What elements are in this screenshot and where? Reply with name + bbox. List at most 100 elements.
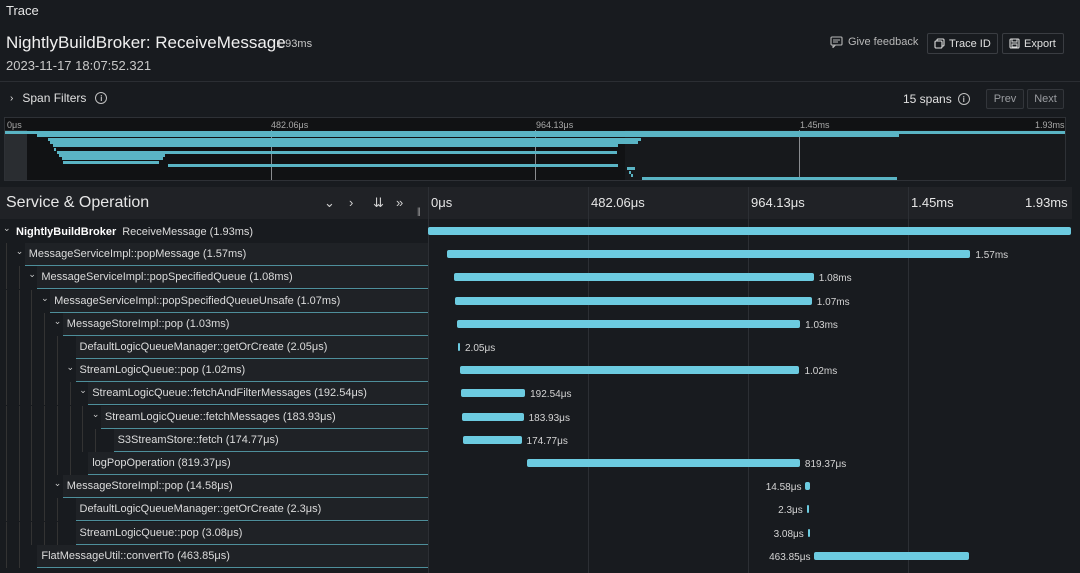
export-label: Export (1024, 37, 1056, 50)
span-duration-bar[interactable] (806, 505, 809, 514)
info-icon[interactable]: i (95, 92, 108, 104)
chevron-down-icon[interactable]: ⌄ (41, 292, 49, 303)
span-duration-bar[interactable] (456, 319, 801, 328)
next-button[interactable]: Next (1027, 89, 1064, 109)
tree-guide-line (18, 498, 20, 522)
span-name[interactable]: DefaultLogicQueueManager::getOrCreate (2… (75, 498, 428, 522)
span-row[interactable]: S3StreamStore::fetch (174.77μs) (0, 428, 428, 452)
span-row[interactable]: ⌄ MessageStoreImpl::pop (14.58μs) (0, 475, 428, 499)
expand-all-icon[interactable]: ⇊ (373, 195, 384, 210)
span-row[interactable]: ⌄ MessageStoreImpl::pop (1.03ms) (0, 312, 428, 336)
span-name[interactable]: StreamLogicQueue::pop (1.02ms) (75, 359, 428, 383)
trace-minimap[interactable]: 0μs 482.06μs 964.13μs 1.45ms 1.93ms (4, 117, 1066, 181)
collapse-one-icon[interactable]: ⌄ (324, 195, 335, 210)
span-row[interactable]: ⌄ StreamLogicQueue::fetchAndFilterMessage… (0, 382, 428, 406)
span-name[interactable]: MessageStoreImpl::pop (14.58μs) (62, 475, 428, 499)
span-duration-label: 183.93μs (528, 412, 570, 424)
span-name[interactable]: StreamLogicQueue::fetchAndFilterMessages… (88, 382, 428, 406)
span-duration-bar[interactable] (457, 343, 460, 351)
span-duration-bar[interactable] (455, 296, 812, 305)
minimap-tick: 964.13μs (536, 120, 574, 130)
tree-guide-line (6, 521, 7, 545)
span-duration-bar[interactable] (526, 459, 800, 467)
span-name[interactable]: NightlyBuildBroker ReceiveMessage (1.93ms… (12, 220, 428, 243)
span-duration-bar[interactable] (447, 250, 971, 259)
span-name[interactable]: MessageServiceImpl::popSpecifiedQueueUns… (50, 289, 428, 313)
span-row[interactable]: logPopOperation (819.37μs) (0, 452, 428, 475)
span-row[interactable]: StreamLogicQueue::pop (3.08μs) (0, 521, 428, 545)
service-operation-title: Service & Operation (6, 194, 150, 211)
tree-guide-line (31, 382, 33, 406)
span-duration-bar[interactable] (459, 366, 800, 375)
minimap-tick: 482.06μs (271, 120, 309, 130)
span-duration-bar[interactable] (428, 227, 1071, 235)
minimap-span-bar (629, 170, 631, 174)
span-duration-bar[interactable] (460, 389, 526, 398)
span-duration-bar[interactable] (805, 482, 811, 491)
minimap-gridline (535, 130, 536, 180)
minimap-span-bar (5, 131, 1065, 134)
span-name[interactable]: logPopOperation (819.37μs) (88, 452, 428, 475)
chevron-down-icon[interactable]: ⌄ (53, 315, 62, 326)
span-duration-bar[interactable] (463, 435, 522, 444)
span-name[interactable]: S3StreamStore::fetch (174.77μs) (113, 428, 428, 452)
span-row[interactable]: DefaultLogicQueueManager::getOrCreate (2… (0, 336, 428, 359)
span-name[interactable]: MessageServiceImpl::popSpecifiedQueue (1… (37, 266, 428, 290)
chevron-down-icon[interactable]: ⌄ (3, 223, 11, 233)
span-row[interactable]: ⌄ MessageServiceImpl::popMessage (1.57ms) (0, 243, 428, 267)
chevron-down-icon[interactable]: ⌄ (53, 478, 62, 489)
minimap-span-bar (47, 137, 641, 141)
span-row[interactable]: ⌄ NightlyBuildBroker ReceiveMessage (1.93m… (0, 220, 428, 243)
chevron-down-icon[interactable]: ⌄ (28, 269, 36, 280)
span-duration-bar[interactable] (814, 551, 969, 560)
span-name[interactable]: StreamLogicQueue::fetchMessages (183.93μ… (100, 405, 428, 429)
span-name[interactable]: MessageServiceImpl::popMessage (1.57ms) (24, 243, 428, 267)
span-operation-name: MessageServiceImpl::popSpecifiedQueueUns… (54, 294, 341, 307)
tree-guide-line (56, 336, 58, 359)
chevron-down-icon[interactable]: ⌄ (79, 385, 87, 396)
tree-guide-line (44, 382, 46, 406)
minimap-span-bar (52, 144, 619, 148)
column-resize-handle[interactable]: || (417, 206, 421, 216)
minimap-span-bar (36, 134, 900, 138)
span-name[interactable]: FlatMessageUtil::convertTo (463.85μs) (37, 544, 428, 568)
info-icon[interactable]: i (957, 93, 970, 105)
chevron-down-icon[interactable]: ⌄ (66, 362, 75, 373)
span-row[interactable]: ⌄ MessageServiceImpl::popSpecifiedQueue (… (0, 266, 428, 290)
tree-guide-line (6, 336, 7, 359)
chevron-down-icon[interactable]: ⌄ (15, 246, 24, 257)
span-duration-label: 2.3μs (778, 505, 803, 517)
span-name[interactable]: DefaultLogicQueueManager::getOrCreate (2… (75, 336, 428, 359)
span-row[interactable]: DefaultLogicQueueManager::getOrCreate (2… (0, 498, 428, 522)
span-row[interactable]: ⌄ StreamLogicQueue::fetchMessages (183.93… (0, 405, 428, 429)
span-row[interactable]: FlatMessageUtil::convertTo (463.85μs) (0, 544, 428, 568)
give-feedback-link[interactable]: Give feedback (830, 36, 918, 48)
tree-guide-line (18, 266, 20, 290)
tree-guide-line (6, 544, 7, 568)
minimap-span-bar (642, 177, 897, 180)
trace-id-button[interactable]: Trace ID (927, 33, 998, 54)
tree-guide-line (82, 428, 84, 452)
span-name[interactable]: StreamLogicQueue::pop (3.08μs) (75, 521, 428, 545)
span-count-label: 15 spans (903, 92, 952, 106)
span-duration-bar[interactable] (453, 273, 814, 282)
span-duration-label: 819.37μs (804, 459, 847, 470)
timeline-header (0, 187, 1072, 219)
tree-guide-line (31, 475, 33, 499)
chevron-down-icon[interactable]: ⌄ (91, 408, 100, 419)
prev-button[interactable]: Prev (986, 89, 1024, 109)
collapse-all-icon[interactable]: » (396, 195, 404, 210)
tree-guide-line (6, 266, 7, 290)
span-row[interactable]: ⌄ MessageServiceImpl::popSpecifiedQueueUn… (0, 289, 428, 313)
export-button[interactable]: Export (1002, 33, 1064, 54)
span-service-name: NightlyBuildBroker (16, 225, 117, 238)
span-name[interactable]: MessageStoreImpl::pop (1.03ms) (62, 312, 428, 336)
span-filters-toggle[interactable]: › Span Filters i (10, 91, 108, 105)
expand-one-icon[interactable]: › (349, 195, 354, 210)
span-row[interactable]: ⌄ StreamLogicQueue::pop (1.02ms) (0, 359, 428, 383)
span-duration-label: 1.07ms (816, 296, 850, 308)
span-operation-name: logPopOperation (819.37μs) (92, 457, 231, 469)
span-duration-bar[interactable] (462, 412, 524, 421)
span-operation-name: DefaultLogicQueueManager::getOrCreate (2… (79, 503, 322, 516)
span-duration-bar[interactable] (807, 528, 810, 537)
